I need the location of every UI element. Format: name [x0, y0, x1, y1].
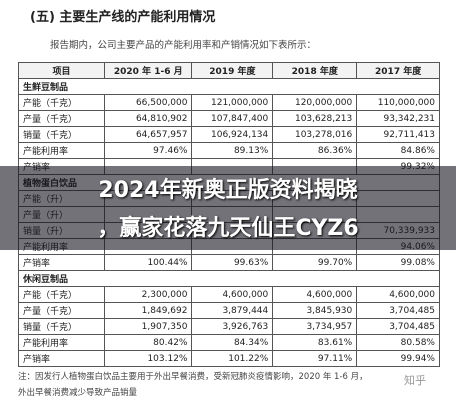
column-header: 2017 年度: [356, 62, 440, 79]
header-row: 项目 2020 年 1-6 月 2019 年度 2018 年度 2017 年度: [18, 62, 440, 79]
cell: 107,847,400: [191, 110, 274, 127]
intro: 报告期内，公司主要产品的产能利用率和产销情况如下表所示：: [50, 40, 317, 51]
overlay-banner: 2024年新奥正版资料揭晓 ，赢家花落九天仙王CYZ6: [0, 166, 456, 250]
data-row: 销量（千克） 1,907,350 3,926,763 3,734,957 3,704,4…: [18, 318, 440, 335]
section-name: 生鲜豆制品: [18, 78, 440, 95]
row-label: 产销率: [18, 254, 105, 271]
cell: 64,810,902: [103, 110, 193, 127]
overlay-text: 2024年新奥正版资料揭晓: [98, 178, 358, 203]
row-label: 销量（千克）: [18, 318, 105, 335]
row-label: 销量（千克）: [18, 126, 105, 143]
row-label: 产能（千克）: [18, 286, 105, 303]
column-header: 2018 年度: [272, 62, 358, 79]
cell: 3,734,957: [272, 318, 358, 335]
footnote: 注：因发行人植物蛋白饮品主要用于外出早餐消费，受新冠肺炎疫情影响，2020 年 …: [18, 372, 368, 382]
cell: 3,845,930: [272, 302, 358, 319]
row-label: 产能利用率: [18, 334, 105, 351]
data-row: 产能利用率 80.42% 84.34% 83.61% 80.58%: [18, 334, 440, 351]
row-label: 产量（千克）: [18, 302, 105, 319]
cell: 86.36%: [272, 142, 358, 159]
cell: 66,500,000: [103, 94, 193, 111]
watermark: 知乎: [404, 374, 426, 387]
overlay-text: ，赢家花落九天仙王CYZ6: [97, 216, 359, 241]
row-label: 产销率: [18, 350, 105, 367]
section-row: 休闲豆制品: [18, 270, 440, 287]
cell: 84.86%: [356, 142, 440, 159]
cell: 97.11%: [272, 350, 358, 367]
cell: 92,711,413: [356, 126, 440, 143]
cell: 1,849,692: [103, 302, 193, 319]
cell: 80.58%: [356, 334, 440, 351]
cell: 99.63%: [191, 254, 274, 271]
footnote: 外出早餐消费减少导致产品销量: [18, 388, 138, 398]
cell: 93,342,231: [356, 110, 440, 127]
cell: 83.61%: [272, 334, 358, 351]
cell: 64,657,957: [103, 126, 193, 143]
cell: 4,600,000: [356, 286, 440, 303]
cell: 84.34%: [191, 334, 274, 351]
data-row: 销量（千克） 64,657,957 106,924,134 103,278,016 92…: [18, 126, 440, 143]
column-header: 2019 年度: [191, 62, 274, 79]
cell: 99.94%: [356, 350, 440, 367]
cell: 4,600,000: [272, 286, 358, 303]
section-row: 生鲜豆制品: [18, 78, 440, 95]
cell: 1,907,350: [103, 318, 193, 335]
data-row: 产量（千克） 64,810,902 107,847,400 103,628,213 93…: [18, 110, 440, 127]
cell: 3,704,485: [356, 302, 440, 319]
cell: 89.13%: [191, 142, 274, 159]
cell: 110,000,000: [356, 94, 440, 111]
cell: 120,000,000: [272, 94, 358, 111]
data-row: 产量（千克） 1,849,692 3,879,444 3,845,930 3,704,4…: [18, 302, 440, 319]
cell: 103,278,016: [272, 126, 358, 143]
title: (五) 主要生产线的产能利用情况: [30, 10, 216, 25]
cell: 99.70%: [272, 254, 358, 271]
row-label: 产能（千克）: [18, 94, 105, 111]
cell: 99.08%: [356, 254, 440, 271]
data-row: 产销率 103.12% 101.22% 97.11% 99.94%: [18, 350, 440, 367]
cell: 4,600,000: [191, 286, 274, 303]
cell: 3,926,763: [191, 318, 274, 335]
data-row: 产能利用率 97.46% 89.13% 86.36% 84.86%: [18, 142, 440, 159]
cell: 2,300,000: [103, 286, 193, 303]
row-label: 产量（千克）: [18, 110, 105, 127]
cell: 106,924,134: [191, 126, 274, 143]
cell: 80.42%: [103, 334, 193, 351]
section-name: 休闲豆制品: [18, 270, 440, 287]
data-row: 产能（千克） 2,300,000 4,600,000 4,600,000 4,600,0…: [18, 286, 440, 303]
column-header: 2020 年 1-6 月: [103, 62, 193, 79]
cell: 101.22%: [191, 350, 274, 367]
data-row: 产销率 100.44% 99.63% 99.70% 99.08%: [18, 254, 440, 271]
column-header: 项目: [18, 62, 105, 79]
cell: 3,879,444: [191, 302, 274, 319]
cell: 103,628,213: [272, 110, 358, 127]
cell: 121,000,000: [191, 94, 274, 111]
data-row: 产能（千克） 66,500,000 121,000,000 120,000,000 11…: [18, 94, 440, 111]
row-label: 产能利用率: [18, 142, 105, 159]
cell: 97.46%: [103, 142, 193, 159]
cell: 103.12%: [103, 350, 193, 367]
cell: 100.44%: [103, 254, 193, 271]
cell: 3,704,485: [356, 318, 440, 335]
